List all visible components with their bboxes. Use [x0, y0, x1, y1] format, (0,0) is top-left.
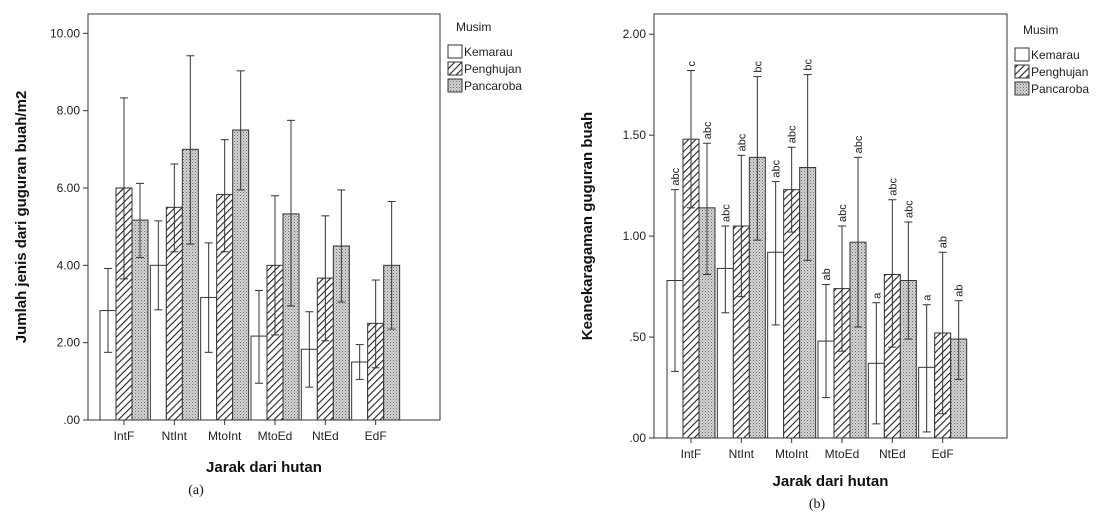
chart-b: .00 .50 1.00 1.50 2.00 Keanekaragaman guguran… — [579, 13, 1089, 512]
significance-label: a — [922, 294, 934, 301]
significance-label: abc — [837, 204, 849, 222]
x-axis-label: Jarak dari hutan — [773, 473, 889, 490]
x-tick-label: NtEd — [312, 429, 339, 443]
x-tick-label: MtoEd — [825, 447, 860, 461]
legend-title: Musim — [456, 20, 491, 34]
y-tick-label: 2.00 — [623, 27, 647, 41]
x-tick-label: NtInt — [162, 429, 188, 443]
legend-label: Penghujan — [1031, 65, 1088, 79]
y-tick-label: 4.00 — [57, 258, 81, 272]
panel-label: (a) — [188, 483, 204, 498]
x-tick-label: EdF — [365, 429, 387, 443]
y-tick-label: 6.00 — [57, 181, 81, 195]
significance-label: a — [871, 292, 883, 299]
x-tick-label: NtEd — [879, 447, 906, 461]
y-tick-label: .50 — [629, 330, 646, 344]
x-tick-label: EdF — [932, 447, 954, 461]
legend-swatch — [447, 44, 463, 59]
legend-swatch — [1014, 64, 1030, 79]
legend-label: Pancaroba — [1031, 82, 1089, 96]
legend-label: Kemarau — [464, 45, 513, 59]
significance-label: abc — [736, 133, 748, 151]
x-tick-label: MtoInt — [775, 447, 809, 461]
significance-label: abc — [702, 121, 714, 139]
significance-label: bc — [803, 58, 815, 70]
x-tick-label: IntF — [681, 447, 702, 461]
legend-swatch — [447, 78, 463, 93]
y-tick-label: .00 — [63, 413, 80, 427]
y-tick-label: .00 — [629, 431, 646, 445]
significance-label: ab — [954, 284, 966, 296]
significance-label: ab — [938, 236, 950, 248]
y-tick-label: 2.00 — [57, 336, 81, 350]
legend-swatch — [447, 61, 463, 76]
y-tick-label: 1.00 — [623, 229, 647, 243]
significance-label: abc — [771, 159, 783, 177]
x-axis-label: Jarak dari hutan — [206, 459, 322, 476]
legend-swatch — [1014, 47, 1030, 62]
significance-label: abc — [670, 167, 682, 185]
legend-title: Musim — [1023, 23, 1058, 37]
significance-label: abc — [853, 135, 865, 153]
y-axis-label: Jumlah jenis dari guguran buah/m2 — [13, 91, 30, 344]
x-tick-label: NtInt — [729, 447, 755, 461]
y-axis-label: Keanekaragaman guguran buah — [579, 112, 596, 340]
significance-label: bc — [752, 60, 764, 72]
y-tick-label: 8.00 — [57, 104, 81, 118]
significance-label: abc — [787, 125, 799, 143]
significance-label: c — [686, 61, 698, 67]
significance-label: abc — [720, 204, 732, 222]
legend-swatch — [1014, 81, 1030, 96]
x-tick-label: MtoInt — [208, 429, 242, 443]
chart-a: .00 2.00 4.00 6.00 8.00 10.00 Jumlah jenis dar… — [13, 13, 522, 498]
legend-label: Kemarau — [1031, 48, 1080, 62]
y-tick-label: 10.00 — [50, 26, 80, 40]
y-tick-label: 1.50 — [623, 128, 647, 142]
legend-label: Penghujan — [464, 62, 521, 76]
panel-label: (b) — [809, 497, 826, 512]
x-tick-label: IntF — [114, 429, 135, 443]
significance-label: ab — [821, 268, 833, 280]
significance-label: abc — [903, 200, 915, 218]
x-tick-label: MtoEd — [258, 429, 293, 443]
significance-label: abc — [887, 178, 899, 196]
legend-label: Pancaroba — [464, 79, 522, 93]
